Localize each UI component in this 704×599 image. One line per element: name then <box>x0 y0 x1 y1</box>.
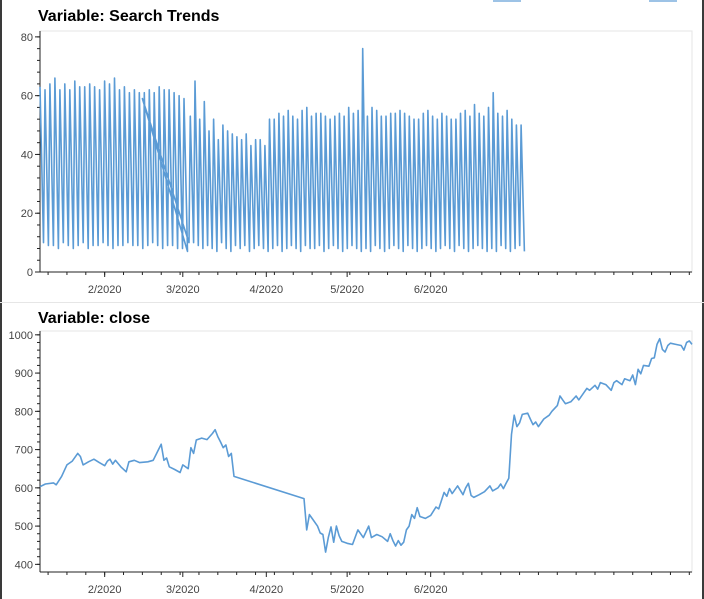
x-tick-label-1-3: 5/2020 <box>330 584 364 596</box>
x-tick-label-0-2: 4/2020 <box>249 284 283 296</box>
x-tick-label-1-1: 3/2020 <box>166 584 200 596</box>
y-tick-label-1-0: 400 <box>15 559 33 571</box>
window-edge-left <box>0 0 2 599</box>
y-tick-label-0-1: 20 <box>21 208 33 220</box>
y-tick-label-0-3: 60 <box>21 91 33 103</box>
x-tick-label-1-4: 6/2020 <box>414 584 448 596</box>
panel-divider <box>0 302 704 303</box>
y-tick-label-1-3: 700 <box>15 445 33 457</box>
x-tick-label-1-0: 2/2020 <box>88 584 122 596</box>
chart-search-trends: 0 20 40 60 80 2/2020 3/2020 4/2020 5/2020 6/2020 <box>21 30 693 296</box>
plot-frame-1 <box>39 330 693 573</box>
toolbar-tab-2[interactable] <box>649 0 677 2</box>
series-line-search-trends <box>39 47 526 253</box>
y-tick-label-0-4: 80 <box>21 32 33 44</box>
chart-close: 400 500 600 700 800 900 1000 2/2020 3/2020 4/2020… <box>9 330 693 596</box>
x-tick-label-0-0: 2/2020 <box>88 284 122 296</box>
y-tick-label-1-4: 800 <box>15 406 33 418</box>
x-tick-label-0-4: 6/2020 <box>414 284 448 296</box>
y-tick-label-0-2: 40 <box>21 149 33 161</box>
x-tick-label-0-1: 3/2020 <box>166 284 200 296</box>
toolbar-tab-1[interactable] <box>493 0 521 2</box>
y-tick-label-1-5: 900 <box>15 368 33 380</box>
y-tick-label-1-1: 500 <box>15 521 33 533</box>
chart-title-search-trends: Variable: Search Trends <box>38 8 220 25</box>
x-tick-label-1-2: 4/2020 <box>249 584 283 596</box>
x-tick-label-0-3: 5/2020 <box>330 284 364 296</box>
chart-title-close: Variable: close <box>38 310 151 327</box>
window-edge-right <box>702 0 704 599</box>
y-tick-label-1-2: 600 <box>15 483 33 495</box>
series-line-close <box>39 337 693 553</box>
y-tick-label-1-6: 1000 <box>9 330 33 342</box>
y-tick-label-0-0: 0 <box>27 267 33 279</box>
